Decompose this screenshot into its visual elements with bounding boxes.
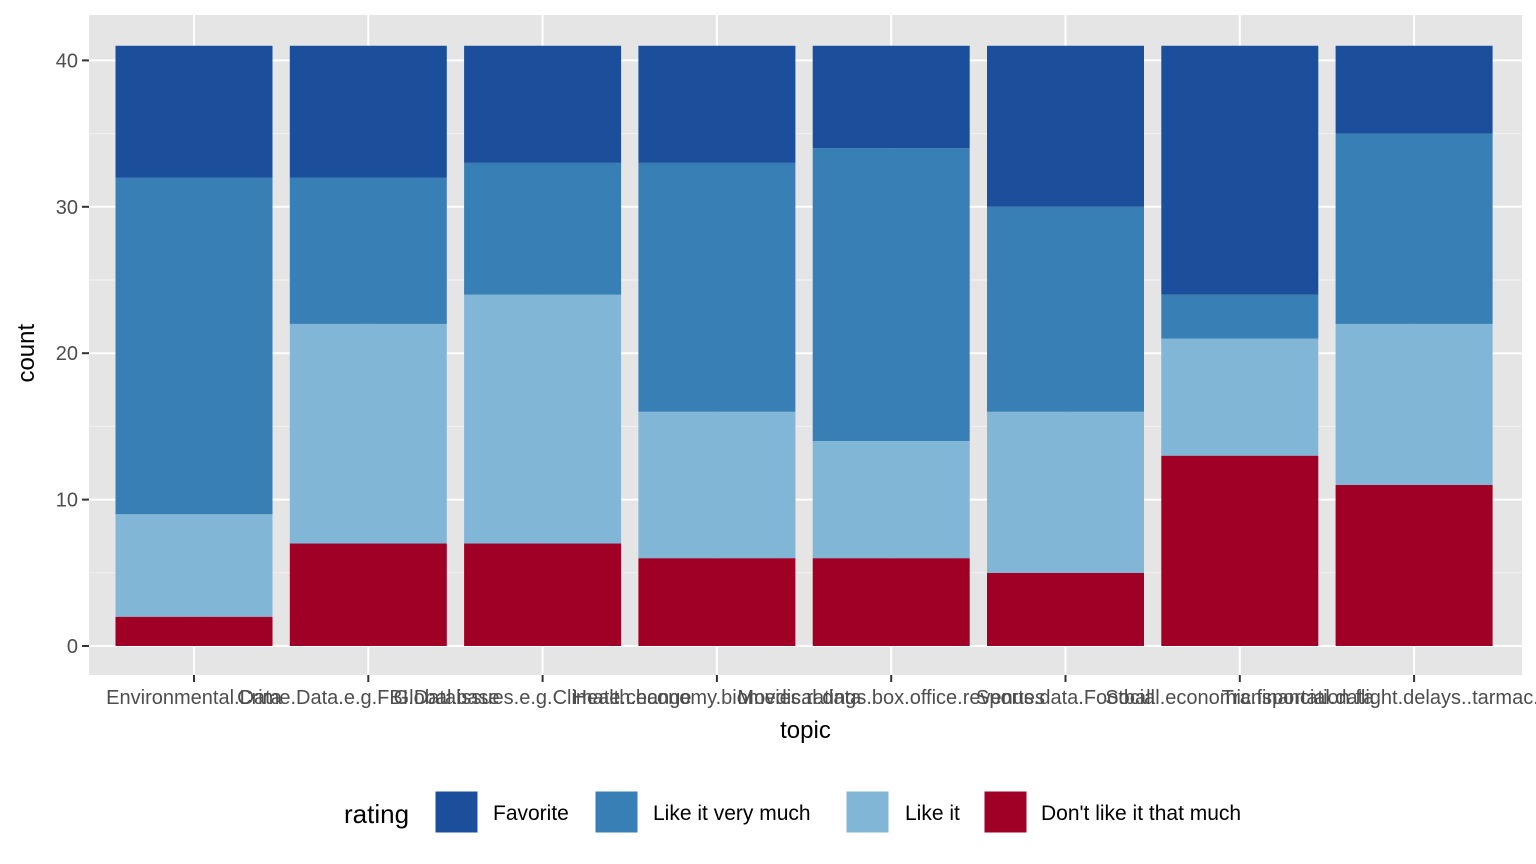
bar-segment-favorite	[638, 45, 796, 163]
bar-segment-favorite	[1161, 45, 1319, 295]
x-tick-label: Transportation.flight.delays..tarmac.wai…	[1222, 687, 1536, 709]
bar-segment-like-it	[464, 294, 622, 544]
bar-segment-like-it-very-much	[115, 177, 273, 515]
bar-segment-like-it-very-much	[289, 177, 447, 324]
bar-segment-don-t-like-it-that-much	[812, 558, 970, 646]
y-tick-label: 10	[56, 490, 78, 512]
legend-key	[845, 790, 890, 834]
bar-segment-favorite	[812, 45, 970, 149]
bar-segment-favorite	[1335, 45, 1493, 134]
legend-label: Like it	[905, 802, 960, 825]
bar-segment-like-it-very-much	[1335, 133, 1493, 324]
legend: rating Favorite Like it very much Like it D…	[344, 790, 1241, 834]
legend-label: Don't like it that much	[1041, 802, 1241, 825]
bar-segment-don-t-like-it-that-much	[1335, 484, 1493, 646]
x-tick-label: Sports.data.Football	[976, 687, 1155, 709]
bar-segment-like-it	[289, 323, 447, 544]
bar-segment-like-it	[812, 441, 970, 559]
legend-title: rating	[344, 799, 409, 829]
bar-segment-favorite	[464, 45, 622, 163]
x-axis-title: topic	[780, 717, 831, 744]
x-tick-label: Environmental.Data	[106, 687, 283, 709]
bar-segment-favorite	[289, 45, 447, 178]
legend-key	[594, 790, 639, 834]
bar-segment-like-it-very-much	[638, 162, 796, 412]
legend-label: Favorite	[493, 802, 569, 825]
x-tick-label: Global.issues.e.g.Climate.change	[394, 687, 692, 709]
bar-segment-like-it-very-much	[987, 206, 1144, 412]
bars	[115, 45, 1493, 646]
bar-segment-don-t-like-it-that-much	[464, 543, 622, 646]
bar-segment-favorite	[987, 45, 1144, 207]
x-tick-label: Social.economic.financial.data	[1105, 687, 1375, 709]
x-tick-label: Crime.Data.e.g.FBI.Database	[237, 687, 499, 709]
bar-segment-like-it	[1335, 323, 1493, 485]
x-tick-label: Health.economy.biomedical.data	[573, 687, 863, 709]
bar-segment-like-it	[987, 411, 1144, 573]
bar-segment-don-t-like-it-that-much	[638, 558, 796, 646]
bar-segment-don-t-like-it-that-much	[115, 616, 273, 646]
bar-segment-like-it	[115, 514, 273, 617]
legend-key	[983, 790, 1028, 834]
x-tick-label: Movies.ratings.box.office.revenues	[737, 687, 1045, 709]
y-tick-label: 40	[56, 50, 78, 72]
bar-segment-like-it-very-much	[464, 162, 622, 295]
bar-segment-don-t-like-it-that-much	[289, 543, 447, 646]
y-axis: 0 10 20 30 40	[56, 50, 89, 658]
bar-segment-like-it	[638, 411, 796, 559]
y-tick-label: 30	[56, 197, 78, 219]
bar-segment-don-t-like-it-that-much	[987, 572, 1144, 646]
legend-label: Like it very much	[653, 802, 811, 825]
y-tick-label: 20	[56, 343, 78, 365]
x-axis: Environmental.DataCrime.Data.e.g.FBI.Dat…	[106, 675, 1536, 709]
bar-segment-like-it	[1161, 338, 1319, 456]
bar-segment-don-t-like-it-that-much	[1161, 455, 1319, 646]
y-tick-label: 0	[67, 636, 78, 658]
legend-key	[434, 790, 479, 834]
y-axis-title: count	[13, 324, 40, 383]
bar-segment-like-it-very-much	[812, 148, 970, 442]
bar-segment-favorite	[115, 45, 273, 178]
bar-segment-like-it-very-much	[1161, 294, 1319, 339]
